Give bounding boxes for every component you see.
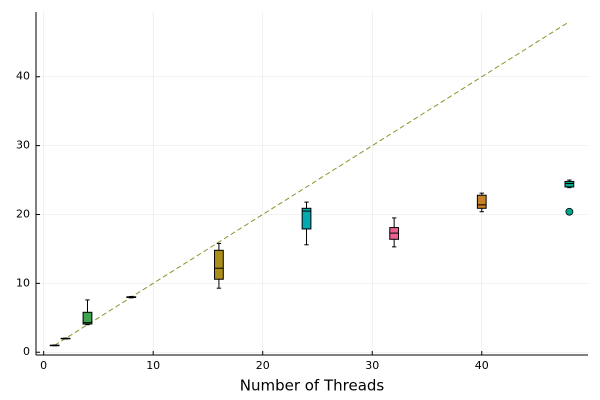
x-tick-label: 30 [365,359,379,372]
y-tick-label: 30 [16,139,30,152]
y-tick-label: 10 [16,276,30,289]
y-tick-label: 40 [16,70,30,83]
x-tick-label: 0 [40,359,47,372]
box [476,194,487,209]
y-tick-label: 0 [23,345,30,358]
x-tick-label: 20 [256,359,270,372]
x-tick-label: 10 [146,359,160,372]
box [564,180,575,188]
outlier [565,207,574,216]
y-tick-label: 20 [16,207,30,220]
x-tick-label: 40 [475,359,489,372]
reference-line [54,21,570,346]
box [82,311,93,325]
x-axis-label: Number of Threads [240,377,385,395]
box [301,207,312,230]
box [214,249,224,280]
